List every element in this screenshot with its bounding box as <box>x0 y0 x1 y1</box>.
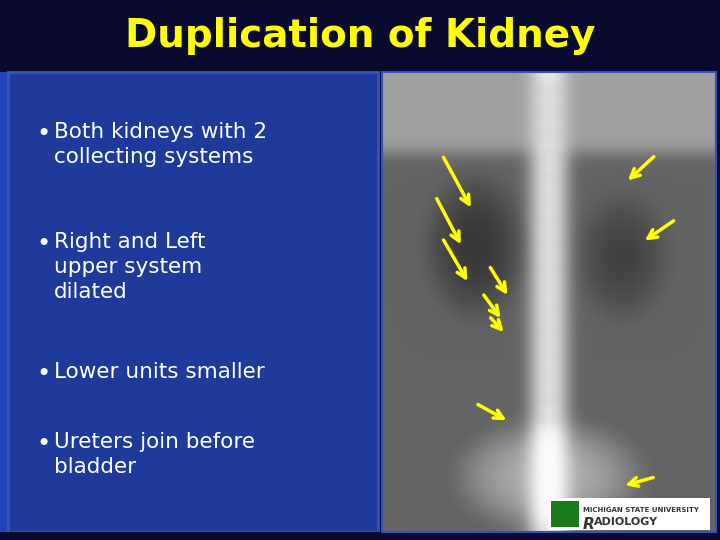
Text: •: • <box>36 362 50 386</box>
Bar <box>548 498 710 530</box>
Text: Ureters join before
bladder: Ureters join before bladder <box>54 432 255 477</box>
Text: Right and Left
upper system
dilated: Right and Left upper system dilated <box>54 232 205 302</box>
Text: •: • <box>36 432 50 456</box>
Text: ADIOLOGY: ADIOLOGY <box>594 517 658 527</box>
Text: R: R <box>583 517 595 532</box>
Text: Lower units smaller: Lower units smaller <box>54 362 265 382</box>
Text: Both kidneys with 2
collecting systems: Both kidneys with 2 collecting systems <box>54 122 267 167</box>
Text: •: • <box>36 122 50 146</box>
Bar <box>0 72 8 540</box>
Bar <box>0 532 720 540</box>
Text: •: • <box>36 232 50 256</box>
Bar <box>8 72 378 532</box>
Text: Duplication of Kidney: Duplication of Kidney <box>125 17 595 55</box>
Bar <box>0 0 720 72</box>
Bar <box>382 72 716 532</box>
Bar <box>551 501 579 527</box>
Text: MICHIGAN STATE UNIVERSITY: MICHIGAN STATE UNIVERSITY <box>583 507 699 513</box>
